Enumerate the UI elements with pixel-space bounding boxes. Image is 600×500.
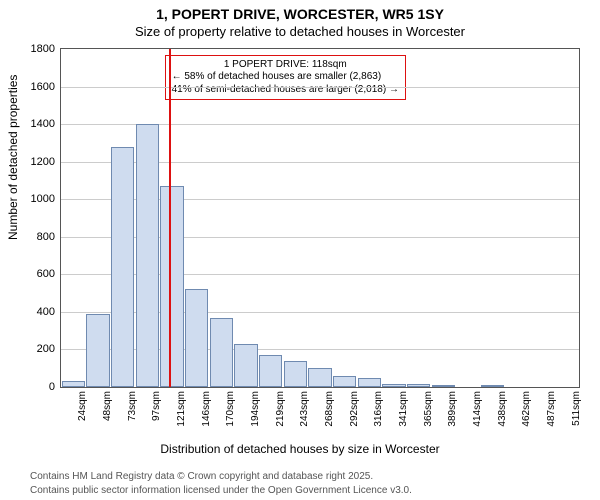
annotation-line-1: 1 POPERT DRIVE: 118sqm — [172, 59, 399, 72]
x-tick-label: 511sqm — [571, 391, 582, 426]
property-marker-line — [169, 49, 171, 387]
x-tick-label: 73sqm — [127, 391, 138, 421]
y-tick-label: 200 — [37, 343, 55, 355]
annotation-line-2: ← 58% of detached houses are smaller (2,… — [172, 71, 399, 84]
page-subtitle: Size of property relative to detached ho… — [0, 24, 600, 39]
x-tick-label: 365sqm — [423, 391, 434, 427]
x-tick-label: 268sqm — [324, 391, 335, 427]
histogram-bar — [86, 314, 109, 387]
page-title: 1, POPERT DRIVE, WORCESTER, WR5 1SY — [0, 6, 600, 22]
y-tick-label: 0 — [49, 381, 55, 393]
histogram-bar — [234, 344, 257, 387]
x-tick-label: 487sqm — [546, 391, 557, 427]
x-tick-label: 389sqm — [447, 391, 458, 427]
y-tick-label: 600 — [37, 268, 55, 280]
histogram-bar — [382, 384, 405, 387]
histogram-bar — [259, 355, 282, 387]
x-tick-label: 243sqm — [299, 391, 310, 427]
histogram-bar — [308, 368, 331, 387]
x-tick-label: 97sqm — [151, 391, 162, 421]
footer-line-2: Contains public sector information licen… — [30, 485, 412, 496]
histogram-bar — [185, 289, 208, 387]
x-tick-label: 292sqm — [349, 391, 360, 427]
histogram-bar — [210, 318, 233, 387]
x-tick-label: 341sqm — [398, 391, 409, 427]
y-tick-label: 1400 — [31, 118, 55, 130]
histogram-bar — [62, 381, 85, 387]
y-tick-label: 400 — [37, 306, 55, 318]
annotation-box: 1 POPERT DRIVE: 118sqm ← 58% of detached… — [165, 55, 406, 101]
y-tick-label: 1600 — [31, 81, 55, 93]
histogram-bar — [432, 385, 455, 387]
histogram-bar — [407, 384, 430, 387]
histogram-bar — [333, 376, 356, 387]
x-tick-label: 194sqm — [250, 391, 261, 427]
histogram-bar — [111, 147, 134, 387]
y-tick-label: 800 — [37, 231, 55, 243]
annotation-line-3: 41% of semi-detached houses are larger (… — [172, 84, 399, 97]
footer-line-1: Contains HM Land Registry data © Crown c… — [30, 471, 373, 482]
x-tick-label: 462sqm — [521, 391, 532, 427]
x-tick-label: 48sqm — [102, 391, 113, 421]
histogram-bar — [358, 378, 381, 387]
x-tick-label: 316sqm — [373, 391, 384, 427]
y-tick-label: 1200 — [31, 156, 55, 168]
x-tick-label: 121sqm — [176, 391, 187, 427]
gridline — [61, 87, 579, 88]
x-tick-label: 24sqm — [77, 391, 88, 421]
histogram-bar — [136, 124, 159, 387]
histogram-bar — [284, 361, 307, 387]
x-tick-label: 219sqm — [275, 391, 286, 427]
x-tick-label: 170sqm — [225, 391, 236, 427]
x-axis-label: Distribution of detached houses by size … — [0, 442, 600, 456]
x-tick-label: 146sqm — [201, 391, 212, 427]
histogram-bar — [160, 186, 183, 387]
histogram-bar — [481, 385, 504, 387]
x-tick-label: 414sqm — [472, 391, 483, 427]
y-tick-label: 1000 — [31, 193, 55, 205]
chart-plot-area: 1 POPERT DRIVE: 118sqm ← 58% of detached… — [60, 48, 580, 388]
x-tick-label: 438sqm — [497, 391, 508, 427]
y-axis-label: Number of detached properties — [6, 75, 20, 240]
y-tick-label: 1800 — [31, 43, 55, 55]
